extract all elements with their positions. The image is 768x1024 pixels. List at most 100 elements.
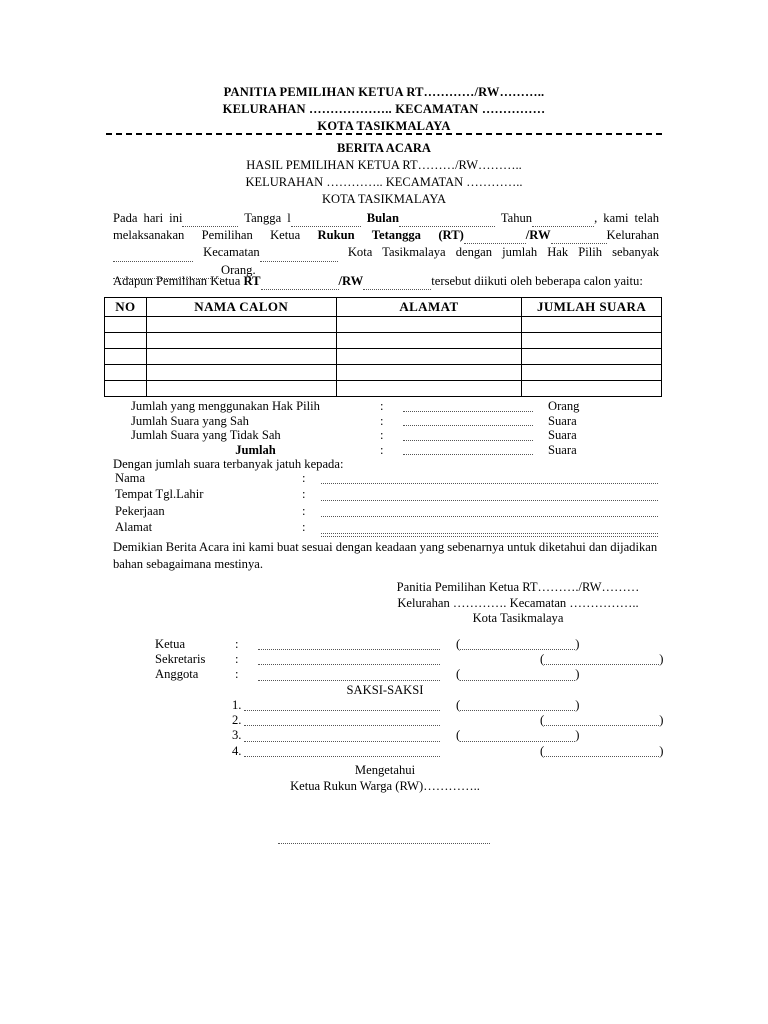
letterhead-line-3: KOTA TASIKMALAYA: [317, 119, 451, 133]
cell-nama-calon[interactable]: [145, 364, 337, 381]
signature-name-field[interactable]: [258, 653, 440, 666]
signature-colon: :: [235, 636, 239, 651]
witness-number: 4.: [232, 743, 242, 758]
witness-name-field[interactable]: [244, 745, 440, 757]
candidates-table: NO NAMA CALON ALAMAT JUMLAH SUARA: [104, 297, 662, 397]
document-subheader: BERITA ACARA HASIL PEMILIHAN KETUA RT…………: [104, 140, 664, 208]
witness-signer-field[interactable]: [544, 745, 660, 757]
tally-colon: :: [380, 413, 384, 428]
signature-row-sekretaris: Sekretaris : ( ): [155, 652, 663, 667]
subheader-line-3: KOTA TASIKMALAYA: [321, 192, 447, 206]
identity-row-nama: Nama :: [115, 470, 658, 486]
witness-signer-field[interactable]: [460, 730, 576, 742]
committee-line-3: Kota Tasikmalaya: [472, 611, 564, 625]
paren-close: ): [659, 652, 664, 667]
witness-signer-field[interactable]: [544, 714, 660, 727]
tally-value-field[interactable]: [403, 443, 533, 456]
signature-signer-field[interactable]: [460, 638, 576, 651]
closing-statement: Demikian Berita Acara ini kami buat sesu…: [113, 540, 658, 571]
signature-label: Anggota: [155, 667, 199, 682]
para-text-rukun-tetangga: Rukun Tetangga: [317, 228, 421, 243]
identity-colon: :: [302, 470, 306, 485]
witness-signer-field[interactable]: [460, 699, 576, 712]
cell-nama-calon[interactable]: [145, 332, 337, 349]
identity-label: Nama: [115, 470, 146, 485]
column-header-jumlah-suara: JUMLAH SUARA: [521, 297, 662, 317]
signature-label: Sekretaris: [155, 652, 206, 667]
signature-row-anggota: Anggota : ( ): [155, 667, 663, 682]
winner-intro-text: Dengan jumlah suara terbanyak jatuh kepa…: [113, 457, 344, 471]
identity-alamat-overflow-line[interactable]: [321, 536, 658, 537]
identity-value-field[interactable]: [321, 488, 658, 501]
tally-value-field[interactable]: [403, 414, 533, 427]
witness-number: 2.: [232, 713, 242, 728]
signature-signer-group: ( ): [456, 637, 579, 652]
witness-number: 3.: [232, 728, 242, 743]
identity-colon: :: [302, 520, 306, 535]
paren-close: ): [575, 636, 580, 651]
header-divider: [106, 133, 662, 135]
cell-no[interactable]: [104, 332, 147, 349]
signature-name-field[interactable]: [258, 638, 440, 651]
para2-text-rt: RT: [243, 274, 261, 288]
tally-unit: Suara: [548, 413, 577, 428]
cell-no[interactable]: [104, 348, 147, 365]
committee-line-1: Panitia Pemilihan Ketua RT………./RW………: [396, 580, 640, 594]
tally-unit: Suara: [548, 442, 577, 457]
witness-name-field[interactable]: [244, 714, 440, 727]
cell-nama-calon[interactable]: [145, 316, 337, 333]
signature-signer-field[interactable]: [460, 669, 576, 681]
witness-name-field[interactable]: [244, 699, 440, 712]
paren-close: ): [659, 713, 664, 728]
table-row[interactable]: [104, 364, 662, 381]
identity-colon: :: [302, 487, 306, 502]
tally-row-suara-sah: Jumlah Suara yang Sah : Suara: [131, 414, 579, 429]
para-text-kelurahan: Kelurahan: [606, 228, 659, 243]
cell-jumlah-suara[interactable]: [521, 332, 662, 349]
subheader-line-1: HASIL PEMILIHAN KETUA RT………/RW………..: [246, 158, 522, 172]
paren-close: ): [575, 667, 580, 682]
identity-value-field[interactable]: [321, 471, 658, 485]
cell-no[interactable]: [104, 316, 147, 333]
tally-value-field[interactable]: [403, 400, 533, 412]
cell-alamat[interactable]: [335, 316, 523, 333]
tally-value-field[interactable]: [403, 429, 533, 441]
tally-label-total: Jumlah: [235, 442, 276, 457]
column-header-nama-calon: NAMA CALON: [145, 297, 337, 317]
rw-signature-line[interactable]: [278, 843, 490, 844]
acknowledgement-line-2: Ketua Rukun Warga (RW)…………..: [290, 778, 480, 793]
cell-no[interactable]: [104, 364, 147, 381]
signature-row-ketua: Ketua : ( ): [155, 637, 663, 652]
tally-row-suara-tidak-sah: Jumlah Suara yang Tidak Sah : Suara: [131, 428, 579, 443]
cell-alamat[interactable]: [335, 380, 523, 397]
column-header-no: NO: [104, 297, 147, 317]
identity-value-field[interactable]: [321, 504, 658, 518]
signature-signer-group: ( ): [456, 667, 579, 682]
table-row[interactable]: [104, 332, 662, 349]
para-text-tanggal: Tangga l: [244, 211, 291, 225]
cell-jumlah-suara[interactable]: [521, 316, 662, 333]
identity-value-field[interactable]: [321, 521, 658, 534]
cell-jumlah-suara[interactable]: [521, 380, 662, 397]
cell-jumlah-suara[interactable]: [521, 348, 662, 365]
table-row[interactable]: [104, 348, 662, 365]
cell-alamat[interactable]: [335, 332, 523, 349]
signature-signer-field[interactable]: [544, 653, 660, 666]
cell-jumlah-suara[interactable]: [521, 364, 662, 381]
acknowledgement-block: Mengetahui Ketua Rukun Warga (RW)…………..: [235, 763, 535, 794]
tally-colon: :: [380, 428, 384, 443]
tally-unit: Suara: [548, 428, 577, 443]
table-row[interactable]: [104, 380, 662, 397]
signature-signer-group: ( ): [540, 652, 663, 667]
cell-alamat[interactable]: [335, 364, 523, 381]
cell-nama-calon[interactable]: [145, 380, 337, 397]
cell-alamat[interactable]: [335, 348, 523, 365]
witness-name-field[interactable]: [244, 730, 440, 742]
para-text-tahun: Tahun: [500, 211, 533, 225]
signature-name-field[interactable]: [258, 669, 440, 681]
cell-nama-calon[interactable]: [145, 348, 337, 365]
table-row[interactable]: [104, 316, 662, 333]
cell-no[interactable]: [104, 380, 147, 397]
tally-row-total: Jumlah : Suara: [131, 443, 579, 458]
